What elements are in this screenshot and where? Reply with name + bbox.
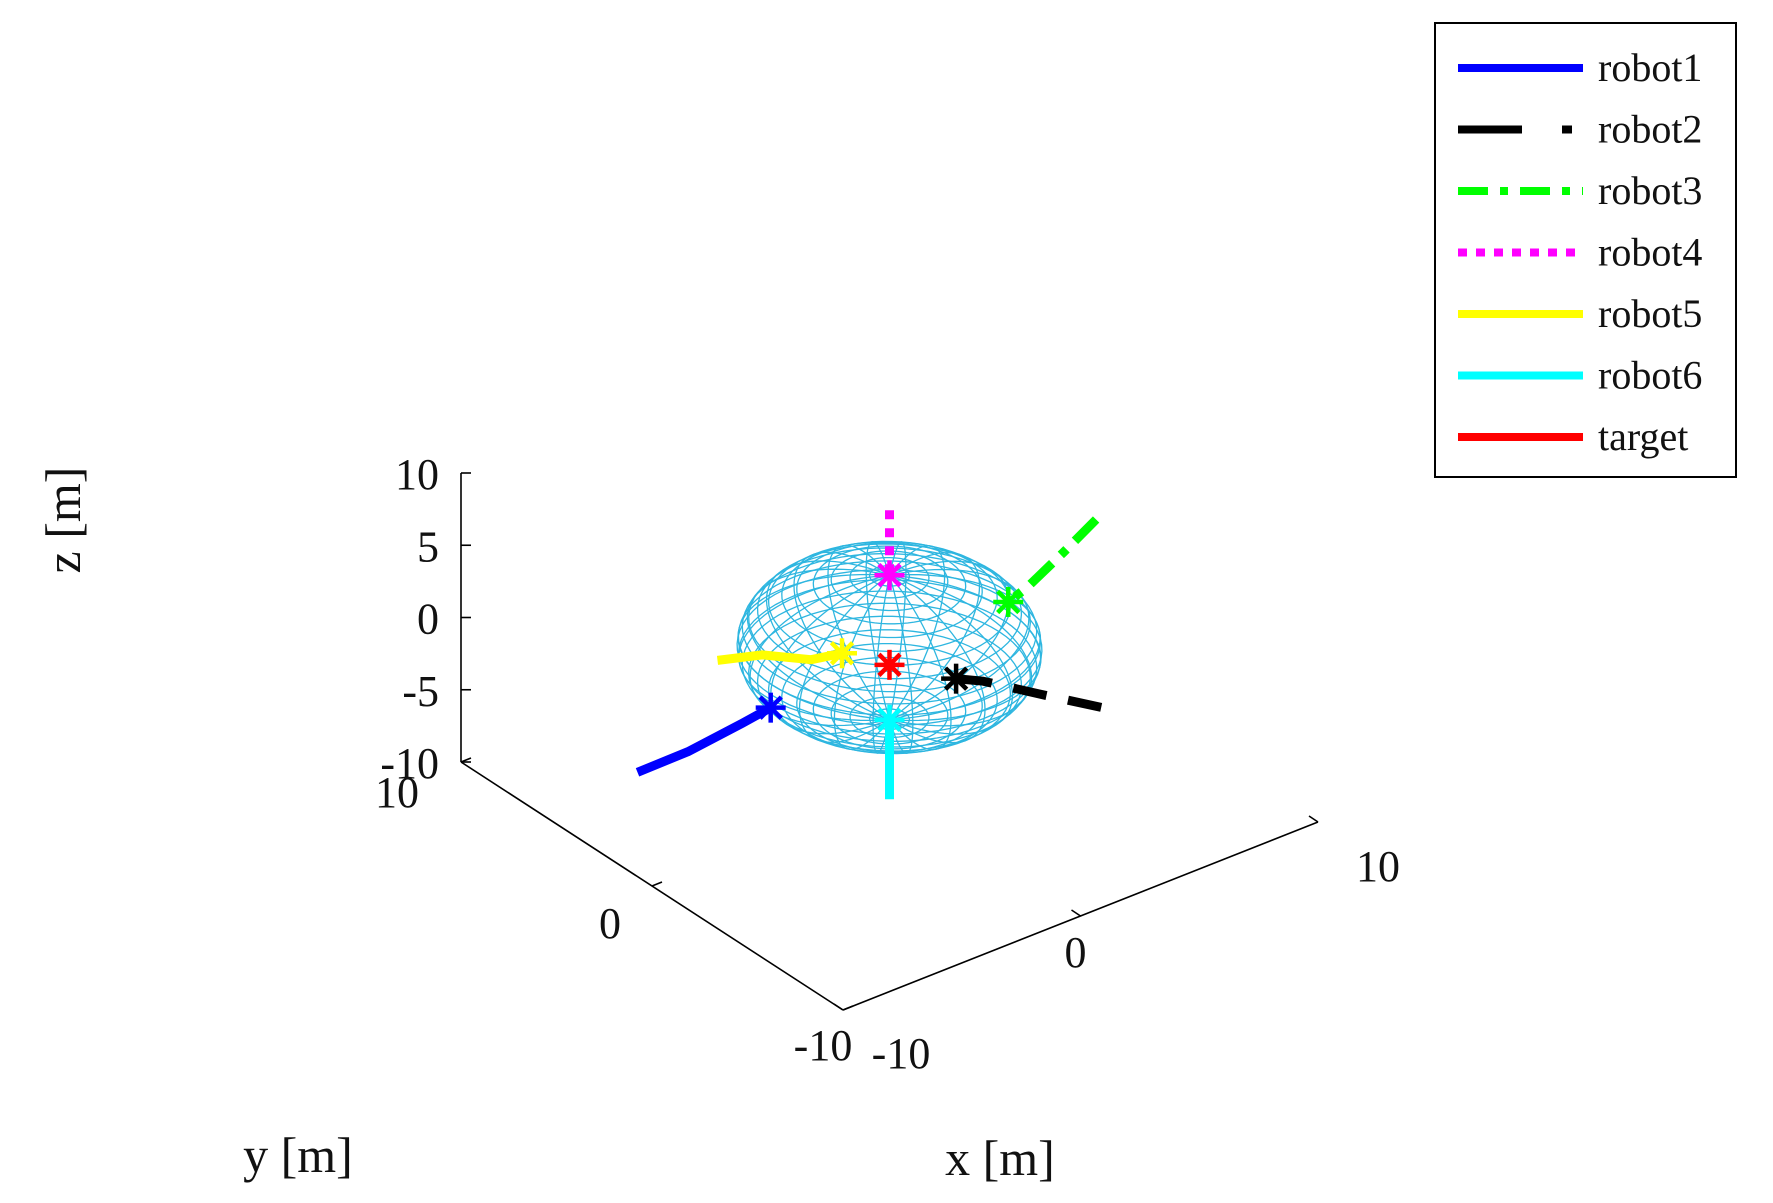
sphere-meridian (889, 574, 1014, 735)
sphere-meridian (888, 575, 914, 754)
sphere-meridian (749, 574, 890, 727)
sphere-meridian (872, 575, 891, 754)
legend: robot1 robot2 robot3 robot4 robot5 robot6 targ… (1434, 22, 1737, 478)
x-tick-label: 0 (1065, 928, 1087, 977)
z-axis-label: z [m] (35, 467, 91, 574)
x-tick-label: 10 (1356, 842, 1400, 891)
y-axis-label: y [m] (243, 1127, 353, 1183)
legend-label-robot4: robot4 (1598, 230, 1702, 275)
legend-label-target: target (1598, 414, 1688, 459)
y-tick (651, 881, 663, 887)
axes (460, 472, 1319, 1011)
sphere-meridian (737, 573, 890, 721)
end-marker-robot6 (874, 704, 905, 735)
sphere-meridian (865, 541, 891, 720)
x-axis-label: x [m] (945, 1130, 1055, 1186)
trajectories (635, 510, 1103, 800)
y-tick-label: -10 (794, 1021, 853, 1070)
legend-label-robot5: robot5 (1598, 291, 1702, 336)
sphere-meridian (889, 574, 986, 744)
end-marker-robot2 (941, 663, 972, 694)
sphere-meridian (889, 574, 1033, 727)
legend-label-robot6: robot6 (1598, 353, 1702, 398)
sphere-meridian (889, 568, 1030, 721)
legend-label-robot2: robot2 (1598, 107, 1702, 152)
legend-box (1434, 22, 1737, 478)
end-marker-target (874, 649, 905, 680)
x-tick (1308, 815, 1319, 823)
x-tick (833, 1003, 844, 1011)
trajectory-robot1 (635, 703, 773, 777)
sphere-meridian (889, 573, 1041, 721)
trajectory-robot5 (716, 648, 843, 665)
end-marker-robot3 (993, 586, 1024, 617)
y-tick (842, 1005, 854, 1011)
y-tick-label: 10 (375, 768, 419, 817)
sphere-meridian (889, 574, 1042, 722)
sphere-meridian (827, 544, 891, 721)
legend-label-robot1: robot1 (1598, 45, 1702, 90)
end-marker-robot1 (755, 692, 786, 723)
sphere-meridian (889, 552, 981, 721)
z-tick-label: -5 (402, 667, 439, 716)
sphere-meridian (888, 545, 946, 721)
sphere-meridian (798, 574, 890, 743)
end-marker-robot4 (874, 560, 905, 591)
z-tick-label: -10 (380, 739, 439, 788)
sphere-meridian (833, 574, 891, 750)
sphere-meridian (746, 568, 890, 721)
sphere-meridian (765, 560, 890, 721)
trajectory-robot3 (1005, 516, 1100, 606)
sphere-meridian (889, 574, 952, 751)
y-tick (460, 757, 472, 763)
x-tick-label: -10 (872, 1029, 931, 1078)
x-tick (1071, 909, 1081, 917)
end-marker-robot5 (827, 638, 857, 669)
z-tick-label: 5 (417, 522, 439, 571)
legend-label-robot3: robot3 (1598, 168, 1702, 213)
y-tick-label: 0 (599, 899, 621, 948)
z-tick-label: 10 (395, 450, 439, 499)
sphere-meridian (793, 551, 890, 721)
z-tick-label: 0 (417, 595, 439, 644)
